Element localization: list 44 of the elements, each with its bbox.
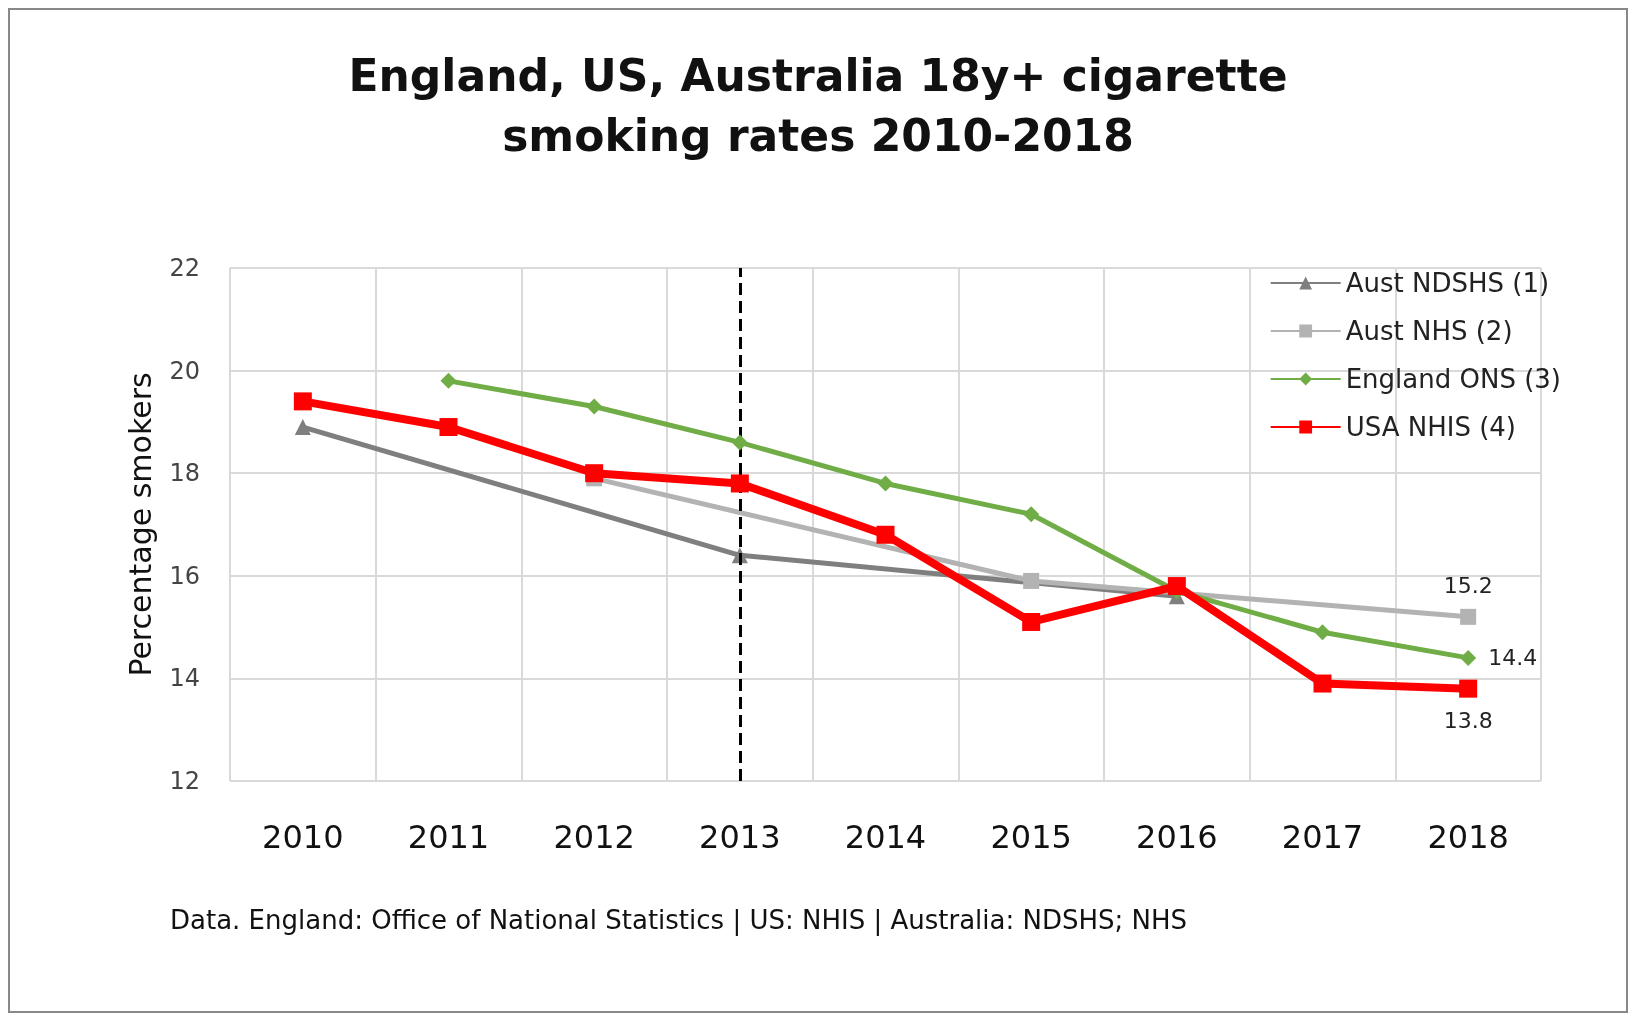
point [1167, 577, 1186, 596]
point [730, 474, 749, 493]
point [1314, 624, 1331, 641]
x-tick-label: 2017 [1281, 818, 1364, 856]
y-tick-label: 22 [169, 254, 200, 282]
point [1459, 679, 1478, 698]
point [585, 464, 604, 483]
point [1460, 649, 1477, 666]
point [1023, 506, 1040, 523]
point [294, 419, 311, 436]
text: Data. England: Office of National Statistics | US: NHIS | Australia: NDSHS; NHS [170, 905, 1188, 936]
chart-title: England, US, Australia 18y+ cigarette smoking rates 2010-2018 [348, 49, 1288, 161]
legend-label: Aust NHS (2) [1345, 316, 1513, 346]
data-label: 13.8 [1443, 708, 1493, 734]
y-tick-label: 16 [169, 561, 200, 590]
legend-label: England ONS (3) [1345, 364, 1561, 394]
point [586, 398, 603, 415]
point [876, 525, 895, 544]
y-axis-title: Percentage smokers [122, 372, 158, 677]
x-tick-label: 2012 [553, 818, 635, 856]
x-tick-label: 2011 [407, 818, 490, 856]
x-tick-label: 2016 [1136, 818, 1218, 856]
point [1023, 572, 1040, 589]
data-label: 15.2 [1443, 573, 1493, 599]
point [1022, 612, 1041, 631]
legend-label: Aust NDSHS (1) [1345, 268, 1550, 298]
x-tick-label: 2010 [262, 818, 344, 856]
x-tick-label: 2014 [844, 818, 927, 856]
point [1313, 674, 1332, 693]
point [877, 475, 894, 492]
x-tick-label: 2015 [990, 818, 1072, 856]
legend-label: USA NHIS (4) [1345, 412, 1517, 442]
point [731, 434, 748, 451]
point [439, 418, 458, 437]
y-tick-label: 14 [169, 664, 200, 693]
y-tick-label: 20 [169, 356, 200, 385]
point [293, 392, 312, 411]
point [440, 372, 457, 389]
x-tick-label: 2013 [699, 818, 781, 856]
point [1460, 608, 1477, 625]
x-tick-label: 2018 [1427, 818, 1509, 856]
data-label: 14.4 [1488, 645, 1538, 671]
y-tick-label: 12 [169, 767, 200, 795]
y-tick-label: 18 [169, 459, 200, 488]
